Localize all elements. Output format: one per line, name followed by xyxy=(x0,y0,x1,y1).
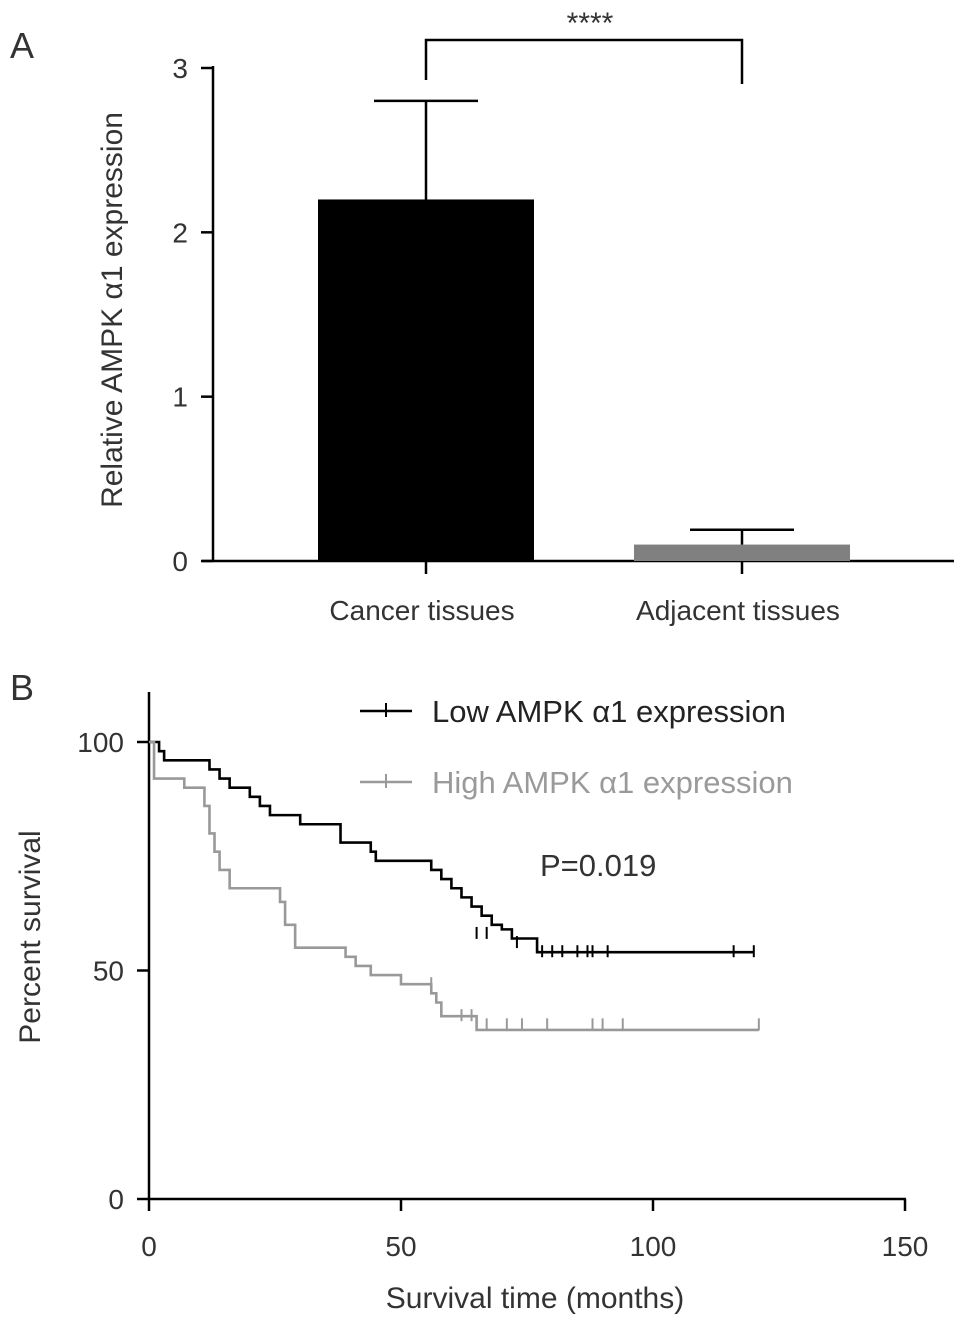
bar-adjacent-tissues xyxy=(634,544,850,561)
y-tick-label: 1 xyxy=(172,382,188,413)
panel-a-bars xyxy=(318,199,850,561)
panel-a-y-axis-title: Relative AMPK α1 expression xyxy=(96,112,129,508)
y-tick-label: 2 xyxy=(172,217,188,248)
survival-curve-high xyxy=(149,740,759,1032)
panel-a: A Relative AMPK α1 expression 0 1 2 3 Cance… xyxy=(10,7,954,626)
y-tick-label: 0 xyxy=(108,1184,124,1215)
significance-stars: **** xyxy=(567,7,614,40)
legend-label: High AMPK α1 expression xyxy=(432,765,793,800)
panel-a-significance-bracket: **** xyxy=(424,7,744,84)
panel-b-label: B xyxy=(10,667,34,708)
panel-a-label: A xyxy=(10,25,34,66)
bar-cancer-tissues xyxy=(318,199,534,561)
survival-curve-low xyxy=(149,740,754,954)
panel-b-legend: Low AMPK α1 expression High AMPK α1 expre… xyxy=(360,694,793,800)
y-tick-label: 50 xyxy=(93,956,124,987)
panel-b: B Percent survival Survival time (months… xyxy=(10,667,928,1315)
x-tick-label: 50 xyxy=(385,1231,416,1262)
x-category-label: Cancer tissues xyxy=(329,595,514,626)
panel-a-error-bars xyxy=(374,99,794,545)
y-tick-label: 0 xyxy=(172,546,188,577)
panel-a-x-ticks: Cancer tissues Adjacent tissues xyxy=(329,561,840,626)
x-tick-label: 150 xyxy=(882,1231,929,1262)
x-tick-label: 0 xyxy=(141,1231,157,1262)
panel-b-y-ticks: 0 50 100 xyxy=(77,727,149,1215)
x-tick-label: 100 xyxy=(630,1231,677,1262)
x-category-label: Adjacent tissues xyxy=(636,595,840,626)
p-value-annotation: P=0.019 xyxy=(540,848,656,883)
panel-b-x-axis-title: Survival time (months) xyxy=(386,1282,684,1315)
y-tick-label: 100 xyxy=(77,727,124,758)
panel-b-survival-curves xyxy=(149,740,760,1032)
y-tick-label: 3 xyxy=(172,53,188,84)
legend-label: Low AMPK α1 expression xyxy=(432,694,786,729)
panel-a-y-ticks: 0 1 2 3 xyxy=(172,53,213,577)
significance-bracket-line xyxy=(424,38,744,84)
panel-b-y-axis-title: Percent survival xyxy=(14,830,47,1043)
panel-b-x-ticks: 0 50 100 150 xyxy=(141,1199,928,1262)
